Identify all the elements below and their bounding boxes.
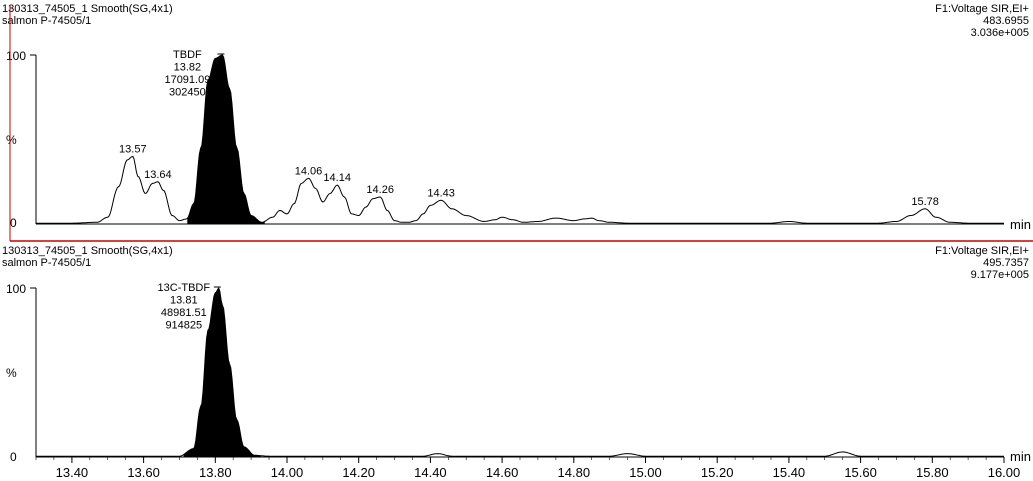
- panel2-peak-label: 914825: [165, 320, 202, 332]
- panel2-main-peak-fill: [183, 288, 262, 457]
- x-tick-label: 13.80: [199, 465, 232, 480]
- x-tick-label: 15.40: [773, 465, 806, 480]
- panel1-peak-label: 13.82: [174, 62, 202, 74]
- panel1-peak-label: 14.14: [323, 172, 351, 184]
- x-tick-label: 14.60: [486, 465, 519, 480]
- x-tick-label: 14.40: [414, 465, 447, 480]
- x-tick-label: 14.20: [342, 465, 375, 480]
- panel1-ylabel-percent: %: [6, 133, 17, 147]
- x-tick-label: 14.80: [558, 465, 591, 480]
- panel2-header-sample: salmon P-74505/1: [2, 257, 91, 269]
- panel1-header-function: F1:Voltage SIR,EI+: [935, 3, 1029, 15]
- x-tick-label: 16.00: [988, 465, 1021, 480]
- panel2-x-unit: min: [1010, 449, 1031, 464]
- panel2-header-intensity: 9.177e+005: [971, 269, 1029, 281]
- panel2-plot: [36, 286, 1004, 457]
- panel2-header-mass: 495.7357: [983, 257, 1029, 269]
- panel1-trace-line: [36, 54, 1004, 224]
- panel2-peak-label: 48981.51: [161, 307, 207, 319]
- panel1-main-peak-fill: [187, 55, 265, 224]
- x-tick-label: 15.60: [844, 465, 877, 480]
- panel1-ytick-100: 100: [6, 49, 26, 63]
- panel2-header-function: F1:Voltage SIR,EI+: [935, 245, 1029, 257]
- panel1-peak-label: 14.26: [366, 184, 394, 196]
- x-tick-label: 15.00: [629, 465, 662, 480]
- panel1-peak-label: 302450: [169, 87, 206, 99]
- x-tick-label: 15.20: [701, 465, 734, 480]
- panel2-ytick-0: 0: [10, 450, 17, 464]
- panel2-peak-label: 13C-TBDF: [158, 282, 211, 294]
- panel1-header-sample: salmon P-74505/1: [2, 15, 91, 27]
- x-tick-label: 13.60: [127, 465, 160, 480]
- x-tick-label: 13.40: [56, 465, 89, 480]
- panel1-header-mass: 483.6955: [983, 15, 1029, 27]
- panel1-x-unit: min: [1010, 217, 1031, 232]
- panel1-peak-label: TBDF: [173, 49, 202, 61]
- panel1-peak-label: 17091.09: [164, 74, 210, 86]
- panel1-plot: [36, 54, 1004, 224]
- panel1-peak-label: 14.43: [427, 187, 455, 199]
- panel1-peak-label: 15.78: [911, 196, 939, 208]
- panel2-header-title: 130313_74505_1 Smooth(SG,4x1): [2, 245, 173, 257]
- x-tick-label: 14.00: [271, 465, 304, 480]
- panel2-ytick-100: 100: [6, 282, 26, 296]
- panel1-ytick-0: 0: [10, 216, 17, 230]
- panel1-header-title: 130313_74505_1 Smooth(SG,4x1): [2, 3, 173, 15]
- panel1-peak-label: 13.64: [144, 169, 172, 181]
- panel1-peak-label: 14.06: [295, 165, 323, 177]
- panel1-header-intensity: 3.036e+005: [971, 27, 1029, 39]
- x-axis: 13.40 13.60 13.80 14.00 14.20 14.40 14.60 14.80…: [35, 457, 1021, 480]
- panel1-peak-label: 13.57: [119, 143, 147, 155]
- panel2-trace-line: [36, 286, 1004, 457]
- x-tick-label: 15.80: [916, 465, 949, 480]
- panel2-ylabel-percent: %: [6, 366, 17, 380]
- panel2-peak-label: 13.81: [170, 295, 198, 307]
